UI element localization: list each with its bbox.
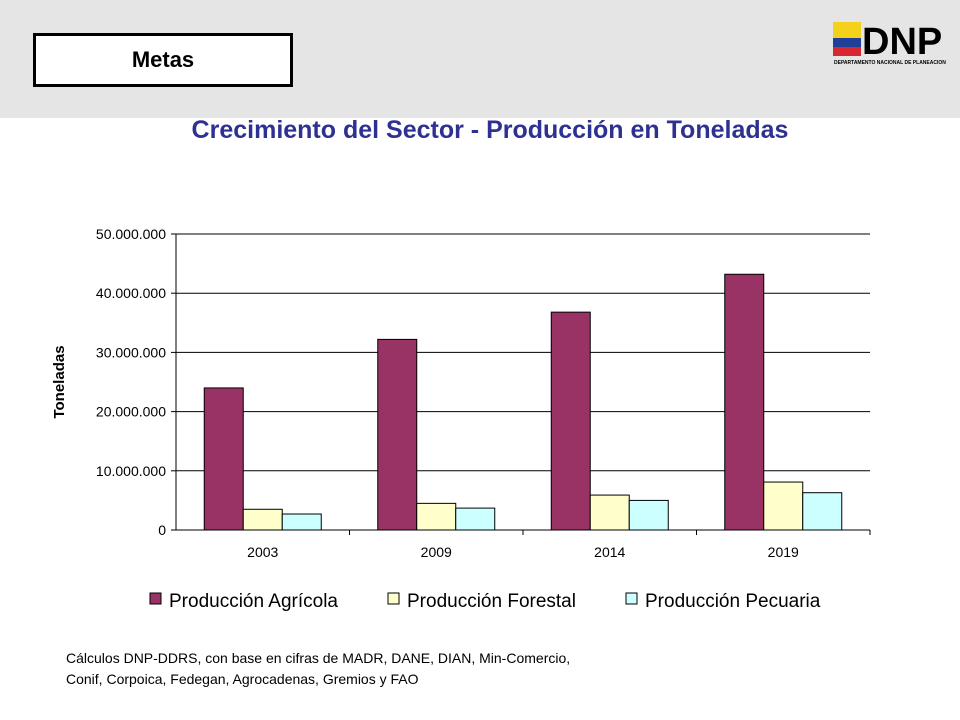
logo-flag-blue (833, 38, 861, 47)
bar (242, 508, 283, 531)
bar (802, 492, 843, 531)
x-tick-label: 2003 (247, 544, 278, 560)
bar (589, 494, 630, 531)
x-tick-label: 2009 (421, 544, 452, 560)
bar (377, 338, 418, 531)
y-tick-label: 40.000.000 (96, 285, 166, 301)
legend-label: Producción Forestal (407, 591, 576, 612)
x-tick-label: 2014 (594, 544, 625, 560)
legend-swatch (149, 592, 162, 605)
bar-chart: 0 10.000.000 20.000.000 30.000.000 40.000.00… (51, 226, 871, 612)
section-label-text: Metas (131, 47, 195, 72)
logo-flag-yellow (833, 22, 861, 38)
y-tick-label: 10.000.000 (96, 463, 166, 479)
y-axis-label: Toneladas (51, 345, 68, 418)
bar (628, 499, 669, 531)
source-note-line2: Conif, Corpoica, Fedegan, Agrocadenas, G… (66, 671, 419, 687)
bar (550, 311, 591, 531)
y-tick-label: 50.000.000 (96, 226, 166, 242)
legend-label: Producción Agrícola (169, 591, 338, 612)
source-note: Cálculos DNP-DDRS, con base en cifras de… (66, 648, 666, 690)
bar (203, 387, 244, 531)
logo-text: DNP (862, 21, 942, 63)
y-tick-label: 20.000.000 (96, 404, 166, 420)
bar (416, 502, 457, 531)
bar (455, 507, 496, 531)
legend-swatch (387, 592, 400, 605)
page-title: Crecimiento del Sector - Producción en T… (191, 116, 789, 144)
x-tick-label: 2019 (768, 544, 799, 560)
legend-label: Producción Pecuaria (645, 591, 821, 612)
bar (281, 513, 322, 531)
y-tick-label: 30.000.000 (96, 344, 166, 360)
y-tick-label: 0 (158, 522, 166, 538)
section-label: Metas (33, 33, 293, 87)
logo-flag-red (833, 47, 861, 56)
legend-swatch (625, 592, 638, 605)
bar (724, 273, 765, 531)
logo-subtitle: DEPARTAMENTO NACIONAL DE PLANEACION (834, 60, 946, 66)
source-note-line1: Cálculos DNP-DDRS, con base en cifras de… (66, 650, 571, 666)
bar (763, 481, 804, 531)
dnp-logo: DNP DEPARTAMENTO NACIONAL DE PLANEACION (833, 21, 946, 66)
